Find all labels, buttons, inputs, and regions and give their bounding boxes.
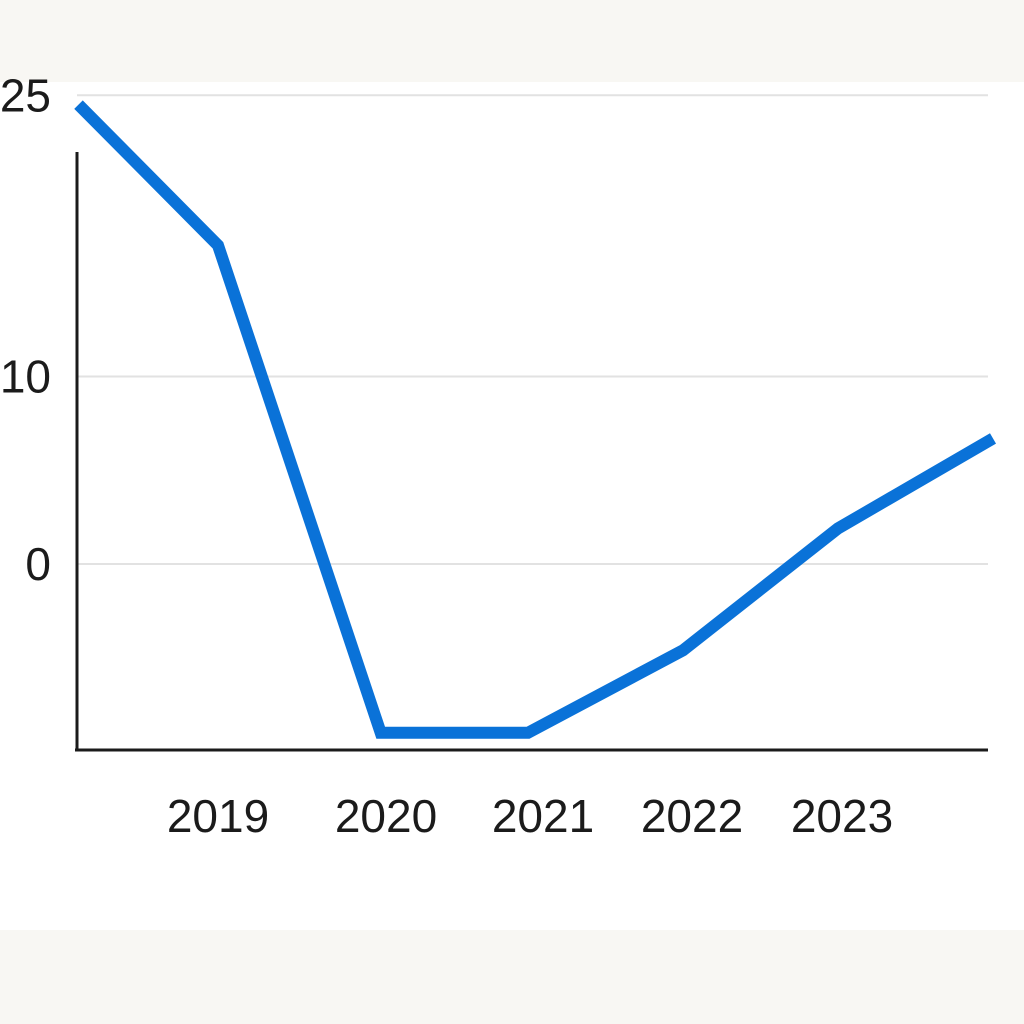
x-tick-label: 2022 (641, 790, 743, 842)
y-tick-labels: 25 10 0 (0, 69, 51, 590)
series-line-0 (74, 100, 997, 739)
chart-panel (0, 82, 1024, 930)
bottom-margin-band (0, 930, 1024, 1024)
series-lines (74, 100, 997, 739)
y-tick-label: 0 (25, 538, 51, 590)
x-tick-label: 2019 (167, 790, 269, 842)
axes (75, 152, 988, 752)
top-margin-band (0, 0, 1024, 82)
x-tick-label: 2023 (791, 790, 893, 842)
x-tick-labels: 2019 2020 2021 2022 2023 (167, 790, 893, 842)
y-tick-label: 10 (0, 351, 51, 403)
x-tick-label: 2021 (492, 790, 594, 842)
gridlines (77, 94, 988, 565)
y-tick-label: 25 (0, 69, 51, 121)
x-tick-label: 2020 (335, 790, 437, 842)
